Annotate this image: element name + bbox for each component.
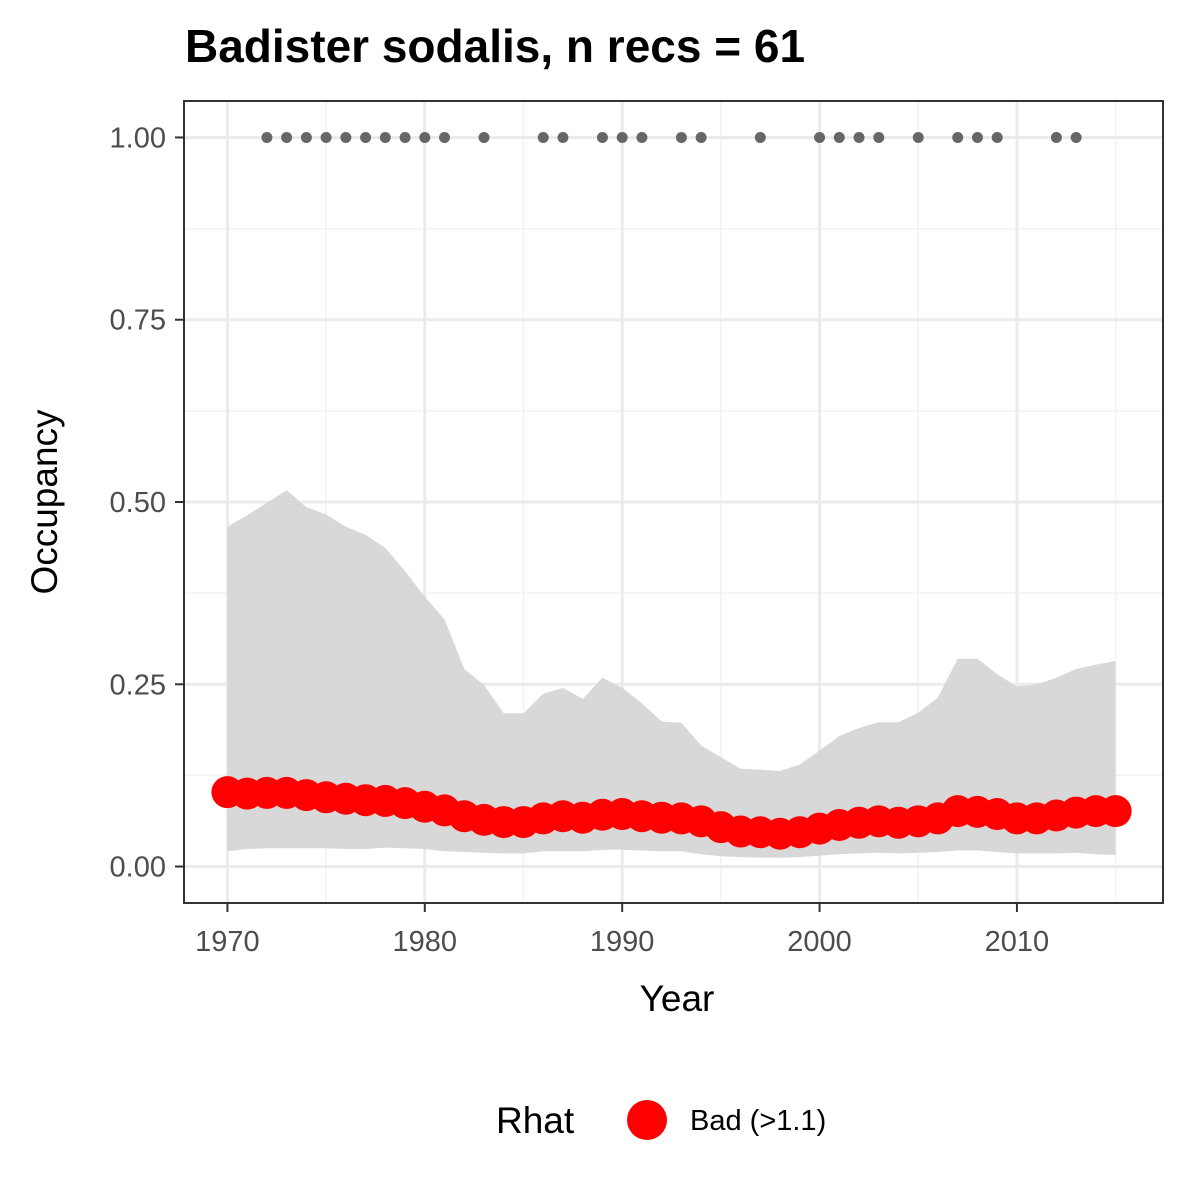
record-dot (301, 132, 312, 143)
mean-occupancy-point (1100, 795, 1132, 827)
record-dot (261, 132, 272, 143)
record-dot (597, 132, 608, 143)
legend-label-bad: Bad (>1.1) (690, 1105, 826, 1137)
y-tick-label: 0.75 (110, 305, 166, 337)
record-dot (557, 132, 568, 143)
x-tick-label: 2000 (787, 926, 852, 958)
record-dot (952, 132, 963, 143)
legend-title: Rhat (496, 1100, 575, 1141)
record-dot (419, 132, 430, 143)
record-dot (617, 132, 628, 143)
x-axis: 1970 1980 1990 2000 2010 (195, 903, 1049, 958)
record-dot (992, 132, 1003, 143)
record-dot (1071, 132, 1082, 143)
x-tick-label: 1990 (590, 926, 655, 958)
record-dot (439, 132, 450, 143)
x-tick-label: 2010 (985, 926, 1050, 958)
y-axis: 0.00 0.25 0.50 0.75 1.00 (110, 122, 184, 883)
record-dot (340, 132, 351, 143)
chart-title: Badister sodalis, n recs = 61 (185, 20, 805, 72)
record-dot (755, 132, 766, 143)
record-dot (380, 132, 391, 143)
y-tick-label: 0.50 (110, 487, 166, 519)
legend-key-bad (627, 1100, 667, 1140)
y-tick-label: 1.00 (110, 122, 166, 154)
x-tick-label: 1970 (195, 926, 260, 958)
record-dot (636, 132, 647, 143)
record-dot (281, 132, 292, 143)
record-dot (972, 132, 983, 143)
record-dot (913, 132, 924, 143)
y-axis-title: Occupancy (24, 409, 65, 595)
record-dot (814, 132, 825, 143)
record-dot (1051, 132, 1062, 143)
x-tick-label: 1980 (393, 926, 458, 958)
record-dot (360, 132, 371, 143)
record-dot (479, 132, 490, 143)
y-tick-label: 0.25 (110, 669, 166, 701)
record-dot (696, 132, 707, 143)
legend: Rhat Bad (>1.1) (496, 1100, 826, 1141)
record-dot (321, 132, 332, 143)
record-dot (873, 132, 884, 143)
record-dot (400, 132, 411, 143)
y-tick-label: 0.00 (110, 852, 166, 884)
record-dot (834, 132, 845, 143)
record-dot (676, 132, 687, 143)
x-axis-title: Year (640, 978, 715, 1019)
record-dot (854, 132, 865, 143)
record-dot (538, 132, 549, 143)
